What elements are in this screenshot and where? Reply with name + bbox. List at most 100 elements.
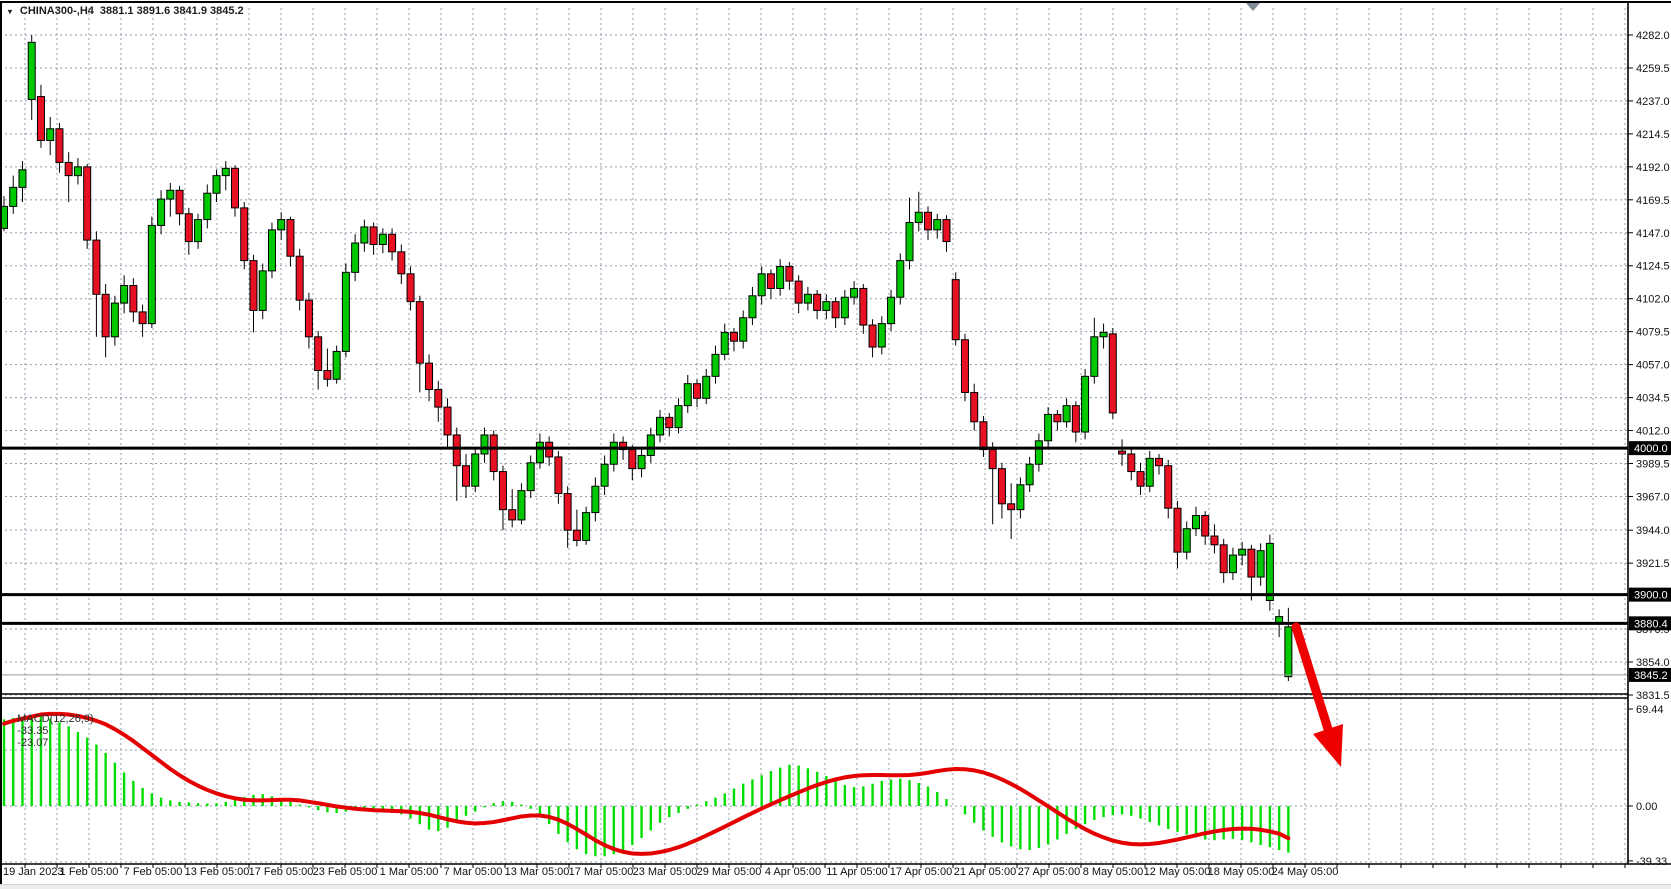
candle-body — [1201, 515, 1210, 537]
candle-body — [175, 189, 184, 215]
trend-arrow-shaft — [1291, 622, 1333, 734]
date-axis-label: 17 Feb 05:00 — [249, 866, 314, 878]
candle-body — [988, 449, 997, 470]
price-tag — [1629, 616, 1671, 631]
price-axis-label: 4124.5 — [1636, 261, 1670, 273]
candle-body — [1265, 542, 1274, 601]
candle-body — [184, 213, 193, 243]
candle-body — [1164, 465, 1173, 509]
date-axis-label: 27 Apr 05:00 — [1018, 866, 1080, 878]
candle-body — [739, 317, 748, 342]
price-tag — [1629, 441, 1671, 456]
candle-body — [249, 260, 258, 311]
price-axis-label: 4012.0 — [1636, 426, 1670, 438]
candle-body — [203, 192, 212, 221]
candle-body — [1155, 457, 1163, 467]
candle-body — [887, 296, 896, 325]
candle-body — [702, 375, 711, 399]
candle-body — [1034, 440, 1043, 465]
price-tag-label: 3845.2 — [1634, 670, 1668, 682]
candle-body — [397, 251, 406, 275]
candle-body — [55, 128, 64, 163]
candle-body — [64, 161, 73, 177]
date-axis-label: 19 Jan 2023 — [3, 866, 64, 878]
date-axis-label: 8 May 05:00 — [1083, 866, 1144, 878]
candle-body — [1025, 463, 1034, 486]
candle-body — [785, 265, 794, 282]
candle-body — [840, 296, 849, 319]
candle-body — [240, 207, 249, 262]
candle-body — [683, 383, 692, 407]
candle-body — [924, 211, 932, 231]
candle-body — [1219, 544, 1228, 574]
candle-body — [157, 198, 166, 226]
chart-shift-triangle-icon — [1246, 3, 1260, 11]
candle-body — [591, 485, 600, 514]
candle-body — [341, 271, 350, 352]
candle-body — [129, 285, 138, 313]
candle-body — [351, 242, 360, 273]
candle-body — [803, 293, 812, 304]
candle-body — [360, 226, 369, 244]
candle-body — [295, 255, 304, 301]
candle-body — [600, 463, 609, 487]
price-axis-label: 4214.5 — [1636, 129, 1670, 141]
candle-body — [526, 462, 535, 492]
chevron-down-icon[interactable]: ▼ — [6, 6, 14, 16]
candle-body — [563, 493, 572, 531]
macd-signal-value: -23.07 — [17, 737, 49, 749]
candle-body — [27, 41, 36, 100]
candle-body — [822, 301, 831, 311]
price-tag-label: 3900.0 — [1634, 590, 1668, 602]
candle-body — [212, 175, 221, 194]
candle-body — [794, 280, 803, 304]
macd-main-value: -33.35 — [17, 725, 49, 737]
candle-body — [960, 339, 969, 393]
price-axis-label: 4192.0 — [1636, 162, 1670, 174]
candle-body — [729, 331, 738, 342]
candle-body — [748, 295, 757, 319]
price-tag-label: 3880.4 — [1634, 618, 1668, 630]
candle-body — [933, 219, 942, 231]
candle-body — [637, 454, 646, 470]
ohlc-values: 3881.1 3891.6 3841.9 3845.2 — [99, 5, 244, 17]
candle-body — [1145, 457, 1154, 487]
macd-signal-line — [2, 711, 1291, 856]
candle-body — [1228, 554, 1237, 574]
macd-indicator-label: MACD(12,26,9) -33.35 -23.07 — [5, 701, 99, 761]
candle-body — [120, 285, 129, 304]
price-axis-label: 4259.5 — [1636, 63, 1670, 75]
candle-body — [369, 226, 378, 245]
candle-body — [1210, 535, 1219, 546]
candle-body — [1238, 548, 1247, 556]
candle-body — [18, 169, 27, 188]
date-axis-label: 11 Apr 05:00 — [826, 866, 888, 878]
candle-body — [388, 233, 397, 253]
date-axis-label: 18 May 05:00 — [1208, 866, 1275, 878]
candle-body — [277, 219, 286, 231]
candle-body — [314, 336, 323, 371]
candle-body — [1256, 550, 1265, 578]
candle-body — [979, 421, 988, 451]
date-axis-label: 23 Feb 05:00 — [313, 866, 378, 878]
candle-body — [720, 331, 729, 355]
candle-body — [1081, 375, 1090, 433]
candle-body — [951, 279, 960, 341]
price-axis-label: 4034.5 — [1636, 393, 1670, 405]
candle-body — [83, 166, 92, 241]
candle-body — [942, 219, 951, 243]
candle-body — [656, 416, 665, 436]
candle-body — [147, 224, 156, 325]
candle-body — [221, 167, 230, 177]
date-axis-label: 23 Mar 05:00 — [633, 866, 698, 878]
price-axis-label: 3854.0 — [1636, 657, 1670, 669]
candle-body — [9, 186, 18, 207]
candle-body — [997, 468, 1006, 505]
candle-body — [452, 434, 461, 467]
candle-body — [508, 509, 517, 521]
price-axis-label: 3989.5 — [1636, 459, 1670, 471]
date-axis-label: 17 Apr 05:00 — [890, 866, 952, 878]
candle-body — [1284, 626, 1293, 678]
